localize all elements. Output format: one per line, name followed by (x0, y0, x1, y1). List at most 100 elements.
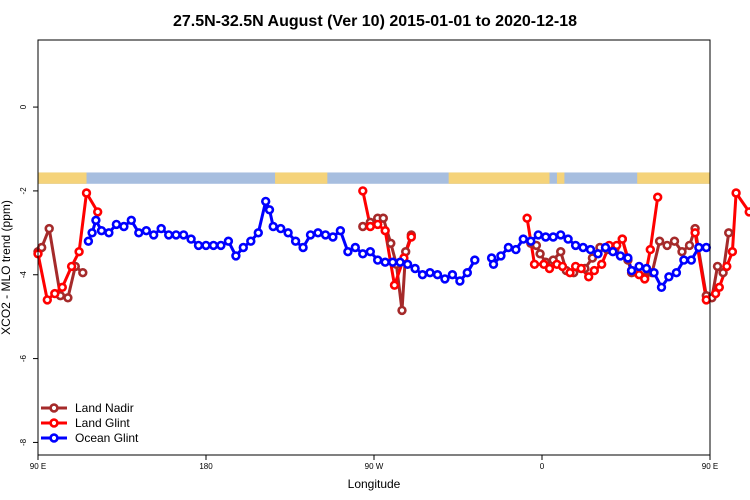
ocean-glint-point (679, 255, 689, 265)
land-nadir-point (386, 238, 396, 249)
ocean-glint-point (511, 244, 521, 255)
land-nadir-point (677, 247, 687, 257)
legend-land-glint-label: Land Glint (75, 416, 130, 430)
land-glint-point (589, 265, 599, 276)
ocean-glint-point (447, 270, 458, 280)
land-band-segment (448, 172, 550, 184)
land-glint-point (727, 247, 738, 257)
ocean-glint-point (104, 228, 114, 238)
ocean-glint-point (555, 230, 566, 240)
y-tick-label: 0 (19, 104, 28, 109)
land-glint-point (389, 280, 400, 290)
land-glint-point (92, 207, 103, 217)
land-glint-point (576, 263, 586, 274)
ocean-glint-point (276, 223, 286, 234)
land-glint-point (522, 213, 532, 223)
ocean-glint-point (96, 226, 107, 236)
x-axis-label: Longitude (348, 477, 401, 491)
land-glint-point (358, 186, 368, 196)
x-tick-label: 180 (199, 462, 213, 471)
y-tick-label: -2 (19, 187, 28, 195)
ocean-glint-point (298, 242, 308, 253)
land-nadir-point (718, 268, 728, 278)
x-tick-label: 90 E (30, 462, 46, 471)
ocean-glint-point (410, 263, 420, 274)
land-glint-point (714, 282, 724, 292)
ocean-glint-point (126, 215, 137, 226)
land-nadir-point (712, 261, 723, 272)
ocean-glint-point (178, 230, 189, 240)
ocean-glint-point (380, 257, 390, 267)
land-ocean-band (38, 172, 710, 184)
ocean-glint-point (462, 268, 472, 278)
ocean-glint-point (343, 247, 353, 257)
legend-land-glint-marker (49, 418, 59, 428)
land-band-segment (637, 172, 710, 184)
land-nadir-point (78, 268, 88, 278)
land-glint-point (66, 261, 77, 272)
land-glint-point (565, 268, 575, 278)
ocean-glint-point (686, 255, 696, 265)
land-nadir-point (662, 240, 672, 251)
ocean-glint-point (87, 228, 97, 238)
ocean-glint-point (548, 232, 558, 242)
ocean-glint-point (264, 205, 275, 215)
land-nadir-point (555, 247, 566, 257)
ocean-glint-point (470, 255, 480, 265)
legend-land-nadir-marker (49, 403, 59, 413)
ocean-glint-point (164, 230, 174, 240)
land-nadir-point (684, 240, 695, 251)
ocean-glint-point (365, 247, 375, 257)
ocean-glint-point (193, 240, 204, 251)
y-tick-label: -6 (19, 354, 28, 362)
y-axis-label: XCO2 - MLO trend (ppm) (0, 200, 13, 335)
ocean-glint-point (615, 251, 626, 261)
ocean-glint-point (641, 263, 652, 274)
ocean-glint-point (208, 240, 219, 251)
ocean-glint-point (417, 270, 428, 280)
y-tick-label: -8 (19, 438, 28, 446)
ocean-glint-point (634, 261, 644, 272)
ocean-glint-point (149, 230, 159, 240)
land-glint-point (406, 232, 416, 242)
land-glint-point (645, 244, 655, 255)
ocean-glint-point (373, 255, 383, 265)
y-tick-label: -4 (19, 271, 28, 279)
ocean-glint-point (141, 226, 152, 236)
land-glint-point (373, 219, 383, 230)
land-band-segment (275, 172, 328, 184)
ocean-glint-point (503, 242, 514, 253)
land-glint-point (731, 188, 741, 198)
ocean-glint-point (350, 242, 360, 253)
land-glint-point (617, 234, 627, 244)
land-glint-point (529, 259, 540, 269)
ocean-glint-point (563, 234, 573, 244)
ocean-glint-point (231, 251, 241, 261)
ocean-glint-point (526, 236, 536, 246)
ocean-glint-point (518, 234, 528, 244)
land-glint-point (557, 261, 568, 272)
legend-land-nadir-label: Land Nadir (75, 401, 134, 415)
land-band-segment (556, 172, 565, 184)
chart-title: 27.5N-32.5N August (Ver 10) 2015-01-01 t… (173, 13, 577, 30)
ocean-glint-point (570, 240, 581, 251)
plot-series (33, 186, 750, 316)
ocean-glint-point (533, 230, 543, 240)
land-nadir-point (535, 249, 545, 259)
ocean-glint-point (600, 242, 611, 253)
ocean-glint-point (119, 221, 129, 232)
land-glint-point (652, 192, 663, 202)
ocean-glint-point (496, 251, 506, 261)
ocean-glint-point (626, 265, 637, 276)
land-glint-point (57, 282, 67, 292)
land-glint-point (611, 240, 622, 251)
ocean-glint-point (402, 259, 413, 269)
land-glint-point (722, 261, 732, 272)
ocean-glint-point (585, 244, 596, 255)
land-glint-point (701, 295, 711, 305)
ocean-glint-point (335, 226, 346, 236)
ocean-glint-point (283, 228, 293, 238)
ocean-glint-point (83, 236, 94, 246)
ocean-glint-point (313, 228, 323, 238)
